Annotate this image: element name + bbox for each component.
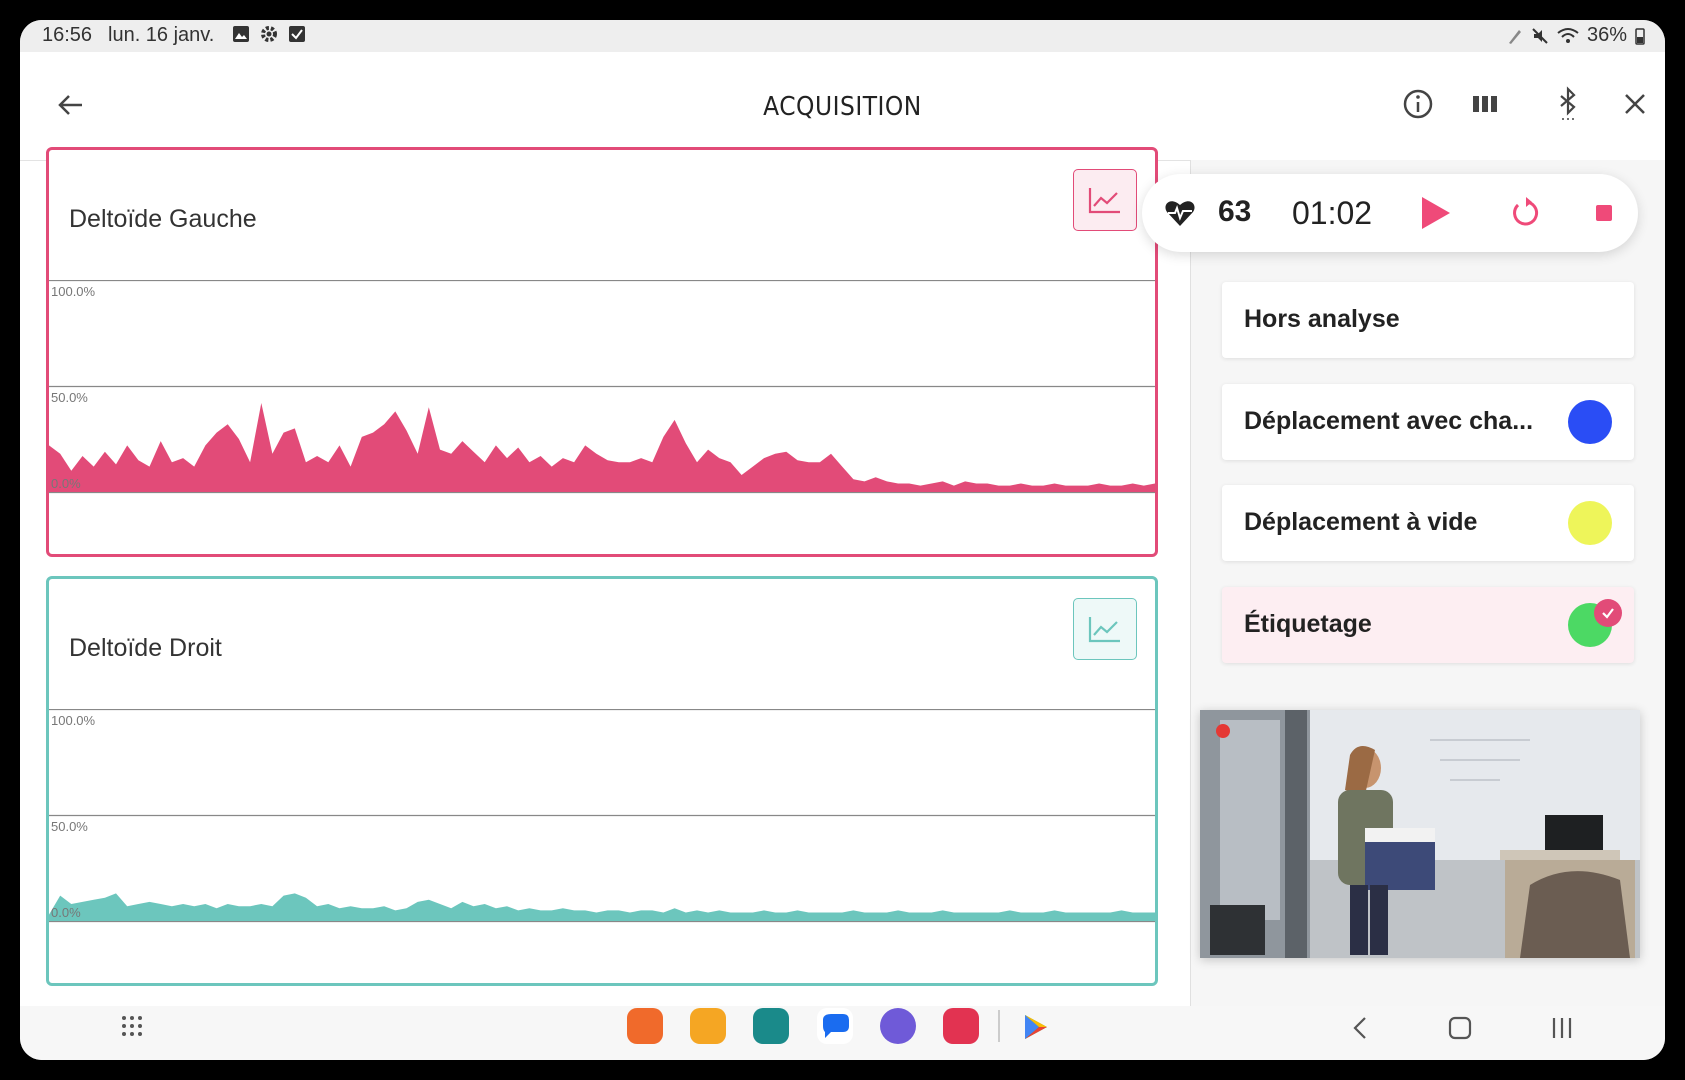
messages-app-icon[interactable]: [817, 1008, 853, 1044]
chart-card-left: Deltoïde Gauche 100.0% 50.0% 0.0%: [46, 147, 1158, 557]
y-tick-label: 100.0%: [51, 284, 96, 299]
files-app-icon[interactable]: [690, 1008, 726, 1044]
y-tick-label: 0.0%: [51, 476, 81, 491]
line-chart-icon: [1088, 617, 1120, 643]
tablet-screen: 16:56 lun. 16 janv. 36% ACQUISITION Delt…: [20, 20, 1665, 1060]
app-drawer-icon[interactable]: [120, 1014, 144, 1038]
y-tick-label: 50.0%: [51, 819, 88, 834]
label-card-deplacement-a-vide[interactable]: Déplacement à vide: [1222, 485, 1634, 561]
chart-toggle-button[interactable]: [1073, 598, 1137, 660]
label-text: Hors analyse: [1244, 305, 1400, 333]
heart-rate-icon: [1165, 201, 1195, 226]
checkbox-icon: [289, 26, 305, 42]
reset-icon[interactable]: [1506, 193, 1546, 233]
dock-divider: [998, 1010, 1000, 1042]
back-arrow-icon[interactable]: [56, 90, 86, 120]
columns-icon[interactable]: [1467, 86, 1503, 122]
notification-icons: [232, 25, 306, 43]
chart-card-right: Deltoïde Droit 100.0% 50.0% 0.0%: [46, 576, 1158, 986]
recording-controls: 63 01:02: [1142, 174, 1638, 252]
line-chart-icon: [1088, 188, 1120, 214]
label-text: Déplacement à vide: [1244, 508, 1478, 536]
y-tick-label: 0.0%: [51, 905, 81, 920]
status-time: 16:56: [42, 24, 93, 46]
app-header: ACQUISITION: [20, 52, 1665, 161]
chart-title: Deltoïde Droit: [69, 634, 222, 662]
recording-timer: 01:02: [1292, 195, 1373, 231]
emg-area-chart-right: 100.0% 50.0% 0.0%: [49, 709, 1155, 923]
bluetooth-icon[interactable]: [1550, 86, 1586, 122]
close-icon[interactable]: [1617, 86, 1653, 122]
browser-app-icon[interactable]: [880, 1008, 916, 1044]
emg-plot-left: 100.0% 50.0% 0.0%: [49, 280, 1155, 554]
mute-icon: [1532, 27, 1548, 44]
y-tick-label: 100.0%: [51, 713, 96, 728]
label-color-dot: [1568, 400, 1612, 444]
info-icon[interactable]: [1400, 86, 1436, 122]
recording-indicator: [1216, 724, 1230, 738]
emg-area-chart-left: 100.0% 50.0% 0.0%: [49, 280, 1155, 494]
camera-app-icon[interactable]: [943, 1008, 979, 1044]
label-card-etiquetage[interactable]: Étiquetage: [1222, 587, 1634, 663]
camera-scene-image: [1200, 710, 1640, 958]
emg-area-series: [49, 403, 1155, 492]
label-card-hors-analyse[interactable]: Hors analyse: [1222, 282, 1634, 358]
chart-toggle-button[interactable]: [1073, 169, 1137, 231]
status-right: 36%: [1507, 24, 1645, 47]
wifi-icon: [1557, 27, 1579, 43]
calendar-app-icon[interactable]: [753, 1008, 789, 1044]
status-date: lun. 16 janv.: [108, 24, 215, 46]
battery-icon: [1635, 27, 1645, 45]
y-tick-label: 50.0%: [51, 390, 88, 405]
label-color-dot: [1568, 501, 1612, 545]
status-bar: 16:56 lun. 16 janv. 36%: [20, 20, 1665, 52]
selected-check-icon: [1594, 599, 1622, 627]
notes-app-icon[interactable]: [627, 1008, 663, 1044]
battery-percent: 36%: [1586, 24, 1627, 46]
label-text: Étiquetage: [1244, 610, 1372, 638]
emg-plot-right: 100.0% 50.0% 0.0%: [49, 709, 1155, 983]
label-text: Déplacement avec cha...: [1244, 407, 1534, 435]
emg-area-series: [49, 893, 1155, 921]
play-store-icon[interactable]: [1021, 1012, 1051, 1042]
gallery-icon: [233, 26, 249, 42]
play-icon[interactable]: [1414, 193, 1454, 233]
settings-icon: [261, 26, 277, 42]
stop-icon[interactable]: [1584, 193, 1624, 233]
nav-home-icon[interactable]: [1448, 1016, 1472, 1040]
page-title: ACQUISITION: [763, 92, 922, 122]
heart-rate-value: 63: [1218, 195, 1252, 228]
nav-recents-icon[interactable]: [1550, 1016, 1574, 1040]
nav-back-icon[interactable]: [1350, 1016, 1370, 1040]
camera-preview[interactable]: [1200, 710, 1640, 958]
label-card-deplacement-avec-charge[interactable]: Déplacement avec cha...: [1222, 384, 1634, 460]
pen-icon: [1508, 29, 1521, 44]
chart-title: Deltoïde Gauche: [69, 205, 257, 233]
system-nav-bar: [20, 1006, 1665, 1060]
